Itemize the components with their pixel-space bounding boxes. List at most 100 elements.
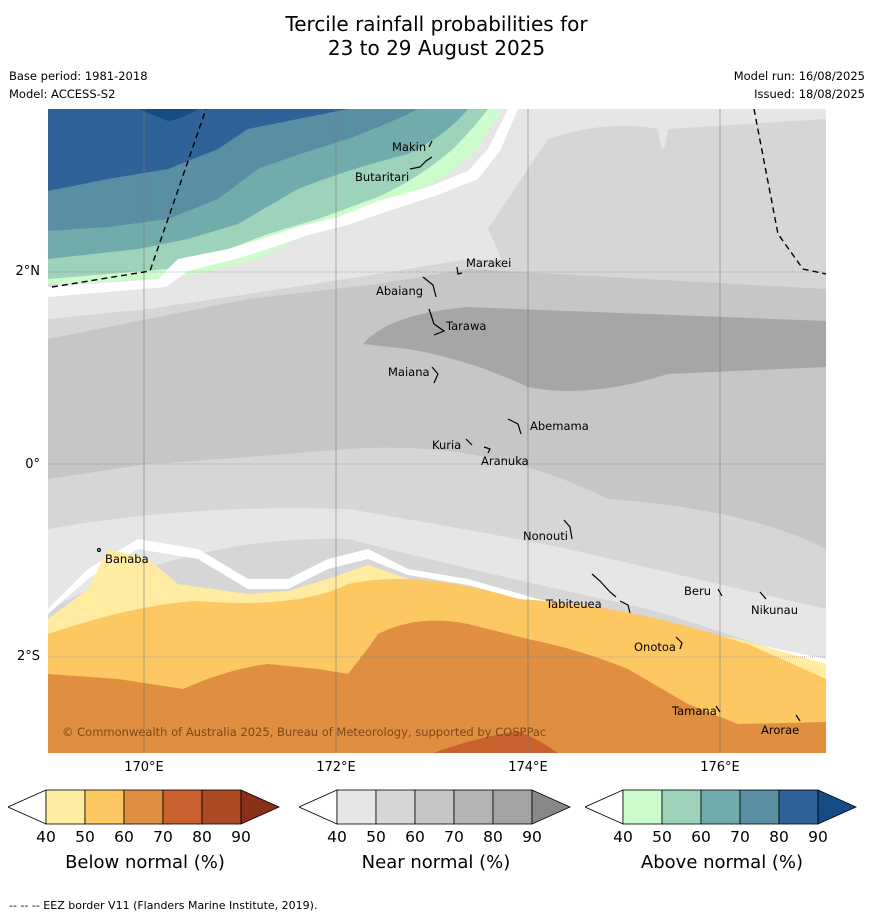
- near-colorbar-min-triangle: [299, 789, 338, 825]
- aranuka-island: [483, 446, 491, 454]
- below-colorbar-swatch-3: [123, 789, 164, 825]
- below-normal-swatches: [8, 789, 280, 825]
- place-label-tabiteuea: Tabiteuea: [545, 597, 602, 611]
- near-colorbar-tick-60: 60: [405, 828, 425, 846]
- place-label-tamana: Tamana: [671, 704, 717, 718]
- place-label-abemama: Abemama: [530, 419, 589, 433]
- above-colorbar-tick-70: 70: [730, 828, 750, 846]
- south-boundary-strip: [48, 539, 826, 664]
- near-colorbar-tick-40: 40: [327, 828, 347, 846]
- below-colorbar-tick-50: 50: [75, 828, 95, 846]
- above-colorbar-tick-40: 40: [613, 828, 633, 846]
- near-colorbar-swatch-5: [492, 789, 533, 825]
- nonouti-island: [563, 519, 573, 540]
- below-colorbar-swatch-5: [201, 789, 242, 825]
- place-label-makin: Makin: [392, 140, 426, 154]
- map-canvas: Makin Butaritari Marakei Abaiang Tarawa …: [48, 109, 826, 753]
- above-colorbar-max-triangle: [817, 789, 857, 825]
- place-label-marakei: Marakei: [466, 256, 511, 270]
- place-label-banaba: Banaba: [105, 552, 149, 566]
- near-colorbar-swatch-4: [453, 789, 494, 825]
- near-colorbar-tick-70: 70: [444, 828, 464, 846]
- meta-right: Model run: 16/08/2025 Issued: 18/08/2025: [734, 67, 865, 103]
- lat-label-2s: 2°S: [16, 649, 40, 664]
- below-colorbar-max-triangle: [240, 789, 280, 825]
- lon-label-176e: 176°E: [700, 760, 740, 775]
- place-label-tarawa: Tarawa: [445, 319, 486, 333]
- base-period-text: Base period: 1981-2018: [9, 69, 148, 83]
- tamana-island: [715, 705, 721, 713]
- model-run-text: Model run: 16/08/2025: [733, 69, 865, 83]
- above-colorbar-swatch-4: [739, 789, 780, 825]
- beru-island: [717, 588, 723, 597]
- below-70-region: [433, 731, 558, 753]
- below-colorbar-tick-70: 70: [153, 828, 173, 846]
- lon-label-174e: 174°E: [508, 760, 548, 775]
- map-panel: Makin Butaritari Marakei Abaiang Tarawa …: [48, 109, 826, 753]
- lat-label-equator: 0°: [25, 457, 40, 472]
- near-normal-label: Near normal (%): [361, 852, 511, 873]
- near-colorbar-tick-90: 90: [522, 828, 542, 846]
- islands: [96, 140, 801, 722]
- below-colorbar-tick-90: 90: [231, 828, 251, 846]
- above-colorbar-swatch-2: [661, 789, 702, 825]
- meta-left: Base period: 1981-2018 Model: ACCESS-S2: [9, 67, 148, 103]
- place-label-aranuka: Aranuka: [481, 454, 529, 468]
- above-normal-swatches: [585, 789, 857, 825]
- kuria-island: [465, 438, 473, 446]
- below-colorbar-swatch-2: [84, 789, 125, 825]
- place-label-nikunau: Nikunau: [751, 603, 798, 617]
- near-colorbar-tick-80: 80: [483, 828, 503, 846]
- issued-text: Issued: 18/08/2025: [754, 87, 865, 101]
- below-normal-label: Below normal (%): [65, 852, 225, 873]
- below-colorbar-tick-60: 60: [114, 828, 134, 846]
- above-colorbar-tick-50: 50: [652, 828, 672, 846]
- near-normal-colorbar: [299, 789, 571, 825]
- near-40-south-region: [48, 508, 826, 669]
- place-label-butaritari: Butaritari: [355, 170, 409, 184]
- butaritari-island: [409, 156, 433, 170]
- lon-label-170e: 170°E: [124, 760, 164, 775]
- above-normal-colorbar: [585, 789, 857, 825]
- above-colorbar-swatch-5: [778, 789, 819, 825]
- abemama-island: [507, 418, 522, 435]
- place-label-beru: Beru: [684, 584, 711, 598]
- near-colorbar-swatch-3: [414, 789, 455, 825]
- place-label-kuria: Kuria: [432, 438, 461, 452]
- above-colorbar-tick-80: 80: [769, 828, 789, 846]
- eez-border-east: [753, 109, 826, 275]
- above-colorbar-swatch-1: [622, 789, 663, 825]
- above-normal-label: Above normal (%): [640, 852, 804, 873]
- model-text: Model: ACCESS-S2: [9, 87, 116, 101]
- banaba-island: [96, 547, 102, 553]
- near-70-region: [363, 307, 826, 391]
- place-labels: Makin Butaritari Marakei Abaiang Tarawa …: [105, 140, 799, 737]
- title-line-2: 23 to 29 August 2025: [327, 36, 546, 60]
- near-normal-swatches: [299, 789, 571, 825]
- near-colorbar-max-triangle: [531, 789, 571, 825]
- place-label-arorae: Arorae: [761, 723, 799, 737]
- onotoa-island: [675, 636, 683, 650]
- below-colorbar-swatch-1: [45, 789, 86, 825]
- place-label-abaiang: Abaiang: [376, 284, 423, 298]
- maiana-island: [431, 366, 439, 384]
- abaiang-island: [422, 276, 437, 298]
- tabiteuea-island-north: [591, 573, 617, 598]
- copyright-text: © Commonwealth of Australia 2025, Bureau…: [62, 725, 546, 739]
- map-title: Tercile rainfall probabilities for 23 to…: [0, 12, 873, 60]
- lon-label-172e: 172°E: [316, 760, 356, 775]
- lat-label-2n: 2°N: [15, 264, 41, 279]
- marakei-island: [456, 266, 463, 275]
- below-60-region: [48, 620, 826, 753]
- above-80-region: [48, 109, 348, 191]
- near-colorbar-swatch-2: [375, 789, 416, 825]
- arorae-island: [795, 714, 801, 722]
- place-label-nonouti: Nonouti: [523, 529, 568, 543]
- below-colorbar-swatch-4: [162, 789, 203, 825]
- makin-island: [428, 140, 433, 148]
- graticule: [48, 109, 826, 753]
- below-colorbar-tick-80: 80: [192, 828, 212, 846]
- below-colorbar-tick-40: 40: [36, 828, 56, 846]
- eez-legend-footer: -- -- -- EEZ border V11 (Flanders Marine…: [9, 899, 318, 912]
- below-colorbar-min-triangle: [8, 789, 47, 825]
